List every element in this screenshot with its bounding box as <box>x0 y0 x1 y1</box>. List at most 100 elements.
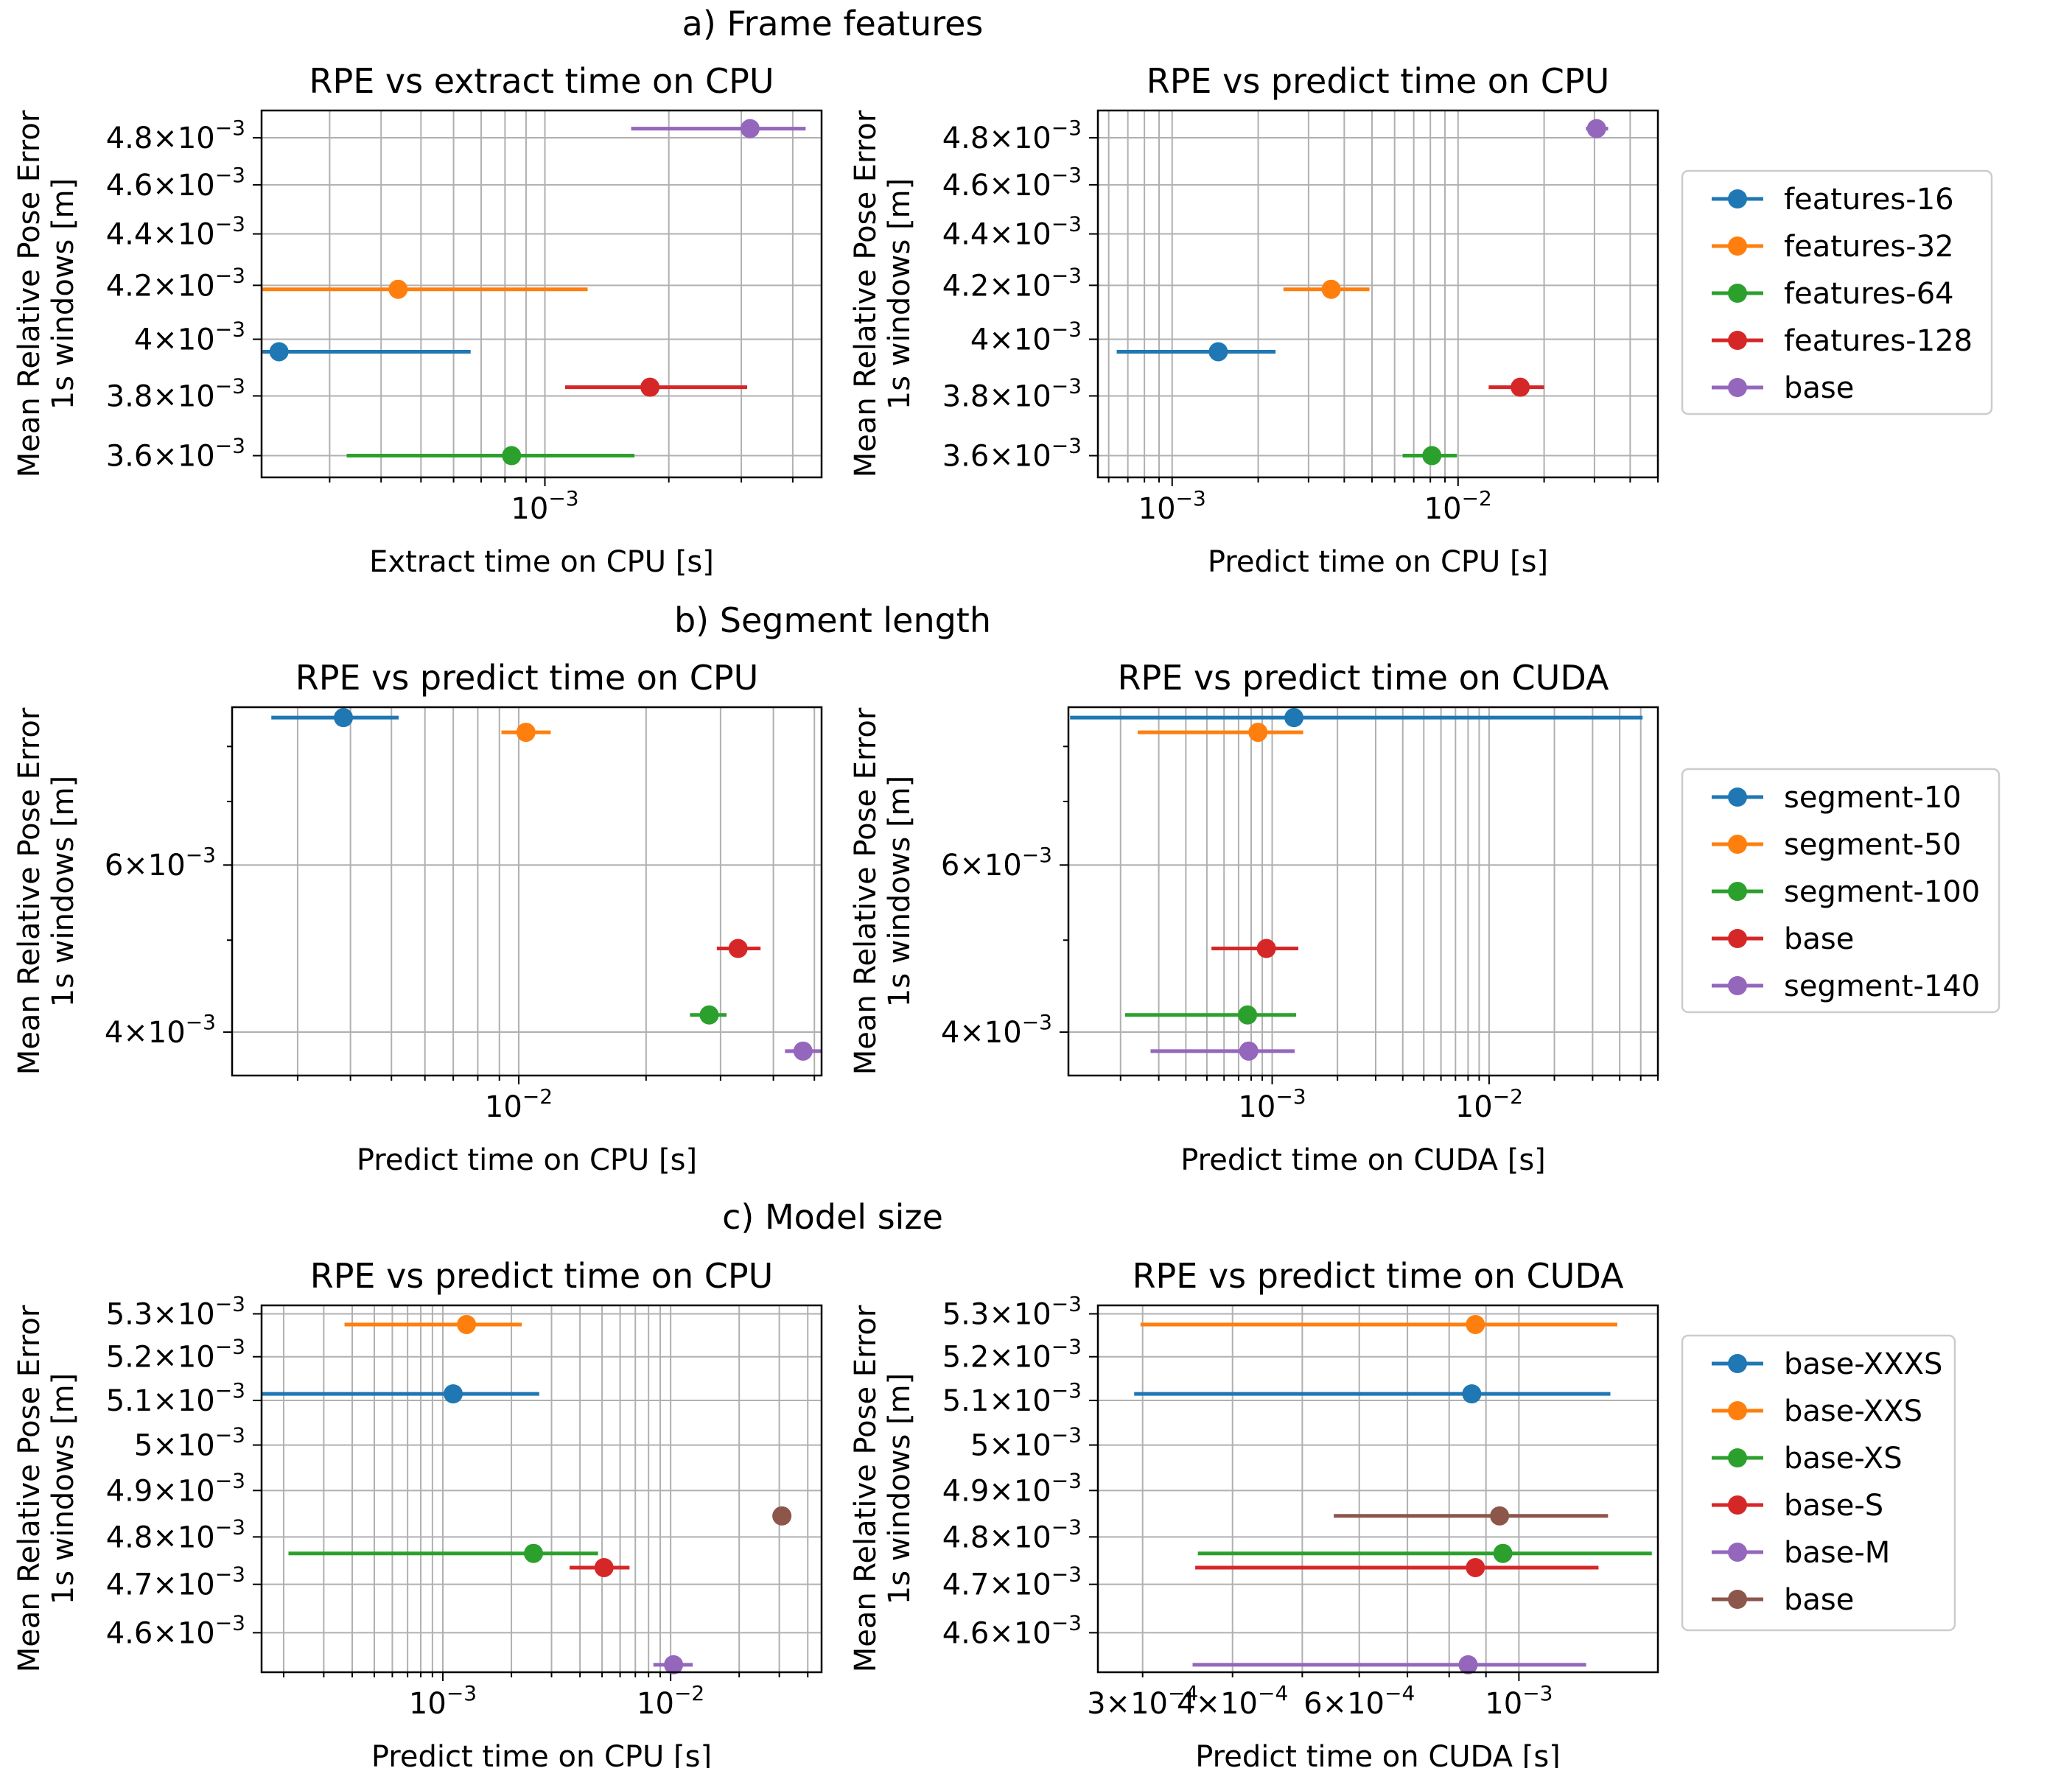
tick-exponent: −3 <box>1022 843 1052 867</box>
tick-base: 10 <box>1238 1090 1275 1124</box>
tick-base: 4.4×10 <box>942 218 1051 252</box>
legend-label: features-64 <box>1784 277 1954 311</box>
y-axis-label: 1s windows [m] <box>883 776 917 1008</box>
y-axis-label: Mean Relative Pose Error <box>13 707 46 1075</box>
y-tick-label: 4.2×10−3 <box>106 263 245 303</box>
x-axis-label: Predict time on CPU [s] <box>371 1740 712 1768</box>
tick-base: 4.2×10 <box>942 269 1051 303</box>
tick-base: 5.1×10 <box>106 1384 215 1418</box>
y-tick-label: 4.9×10−3 <box>106 1468 245 1508</box>
y-tick-label: 4.6×10−3 <box>942 1610 1082 1650</box>
tick-exponent: −4 <box>1385 1681 1415 1705</box>
tick-base: 4.7×10 <box>942 1568 1051 1602</box>
y-axis-label: 1s windows [m] <box>883 1373 917 1605</box>
tick-exponent: −3 <box>215 318 245 342</box>
y-tick-label: 3.6×10−3 <box>106 434 245 474</box>
point-base-XS <box>1493 1543 1513 1563</box>
y-tick-label: 5.2×10−3 <box>942 1335 1082 1375</box>
tick-base: 6×10 <box>1303 1687 1385 1721</box>
y-tick-label: 4.6×10−3 <box>106 1610 245 1650</box>
legend-label: segment-100 <box>1784 875 1980 909</box>
point-features-32 <box>388 279 408 299</box>
legend-label: base-XXS <box>1784 1395 1922 1428</box>
y-tick-label: 5.3×10−3 <box>106 1292 245 1332</box>
tick-base: 10 <box>409 1687 447 1721</box>
tick-base: 10 <box>485 1090 522 1124</box>
legend: base-XXXS base-XXS base-XS base-S base-M base <box>1681 1334 1956 1632</box>
x-tick-label: 10−3 <box>1485 1681 1553 1721</box>
legend-marker <box>1728 1495 1747 1515</box>
tick-base: 4.4×10 <box>106 218 215 252</box>
y-tick-label: 4.8×10−3 <box>106 1515 245 1554</box>
y-axis-label: Mean Relative Pose Error <box>13 110 46 477</box>
y-tick-label: 6×10−3 <box>105 843 216 883</box>
tick-exponent: −3 <box>1051 1423 1082 1448</box>
tick-exponent: −3 <box>1051 1562 1082 1587</box>
plot-frame <box>1067 706 1659 1077</box>
x-axis-label: Predict time on CPU [s] <box>1208 545 1548 579</box>
y-tick-label: 4×10−3 <box>134 318 245 357</box>
legend-marker <box>1728 1448 1747 1467</box>
point-features-16 <box>269 342 289 362</box>
legend-frame <box>1681 169 1993 415</box>
tick-base: 10 <box>1455 1090 1493 1124</box>
tick-exponent: −4 <box>1168 1681 1198 1705</box>
tick-base: 10 <box>511 492 548 526</box>
point-base <box>740 119 760 138</box>
legend-label: features-16 <box>1784 183 1954 217</box>
tick-exponent: −3 <box>1051 116 1082 140</box>
tick-exponent: −3 <box>215 434 245 458</box>
legend-label: base <box>1784 922 1854 956</box>
tick-base: 4.8×10 <box>106 122 215 155</box>
legend-marker <box>1728 1401 1747 1420</box>
x-tick-label: 6×10−4 <box>1303 1681 1415 1721</box>
y-tick-label: 4.4×10−3 <box>942 212 1082 252</box>
legend-label: base <box>1784 1583 1854 1617</box>
y-axis-label: 1s windows [m] <box>46 776 80 1008</box>
tick-exponent: −3 <box>215 1292 245 1316</box>
tick-base: 4×10 <box>970 323 1051 357</box>
tick-base: 6×10 <box>941 849 1022 883</box>
section-title: c) Model size <box>722 1197 943 1237</box>
legend-marker <box>1728 189 1747 208</box>
tick-exponent: −3 <box>1051 1335 1082 1359</box>
panel-title: RPE vs predict time on CPU <box>310 1256 774 1296</box>
x-tick-label: 10−2 <box>1455 1084 1523 1124</box>
point-base-M <box>664 1655 684 1674</box>
tick-exponent: −3 <box>1051 373 1082 398</box>
point-base-S <box>594 1557 614 1577</box>
point-base <box>1490 1506 1510 1526</box>
tick-base: 10 <box>1485 1687 1522 1721</box>
y-tick-label: 5.1×10−3 <box>942 1378 1082 1418</box>
legend-marker <box>1728 882 1747 901</box>
legend-marker <box>1728 835 1747 854</box>
panel-title: RPE vs predict time on CUDA <box>1118 658 1609 698</box>
tick-base: 5.2×10 <box>106 1341 215 1375</box>
point-features-16 <box>1208 342 1228 362</box>
legend: features-16 features-32 features-64 feature… <box>1681 169 1993 415</box>
tick-exponent: −3 <box>447 1681 477 1705</box>
tick-exponent: −3 <box>215 1468 245 1492</box>
x-tick-label: 3×10−4 <box>1087 1681 1198 1721</box>
point-segment-50 <box>1248 723 1268 743</box>
point-base-XS <box>524 1543 544 1563</box>
chart-panel-a1: 10−33.6×10−33.8×10−34×10−34.2×10−34.4×10… <box>13 61 823 579</box>
tick-exponent: −3 <box>1176 486 1206 511</box>
point-base-XXXS <box>1462 1384 1482 1404</box>
tick-exponent: −3 <box>215 1423 245 1448</box>
legend-marker <box>1728 331 1747 350</box>
y-axis-label: 1s windows [m] <box>883 178 917 410</box>
tick-exponent: −3 <box>215 373 245 398</box>
panel-title: RPE vs extract time on CPU <box>309 61 774 101</box>
point-base <box>1586 119 1606 138</box>
y-tick-label: 4.2×10−3 <box>942 263 1082 303</box>
tick-base: 10 <box>637 1687 674 1721</box>
y-tick-label: 5×10−3 <box>970 1423 1082 1463</box>
tick-base: 5.2×10 <box>942 1341 1051 1375</box>
tick-base: 3.6×10 <box>106 440 215 474</box>
tick-base: 10 <box>1424 492 1462 526</box>
y-tick-label: 4.4×10−3 <box>106 212 245 252</box>
legend-marker <box>1728 236 1747 256</box>
point-segment-10 <box>334 708 354 728</box>
